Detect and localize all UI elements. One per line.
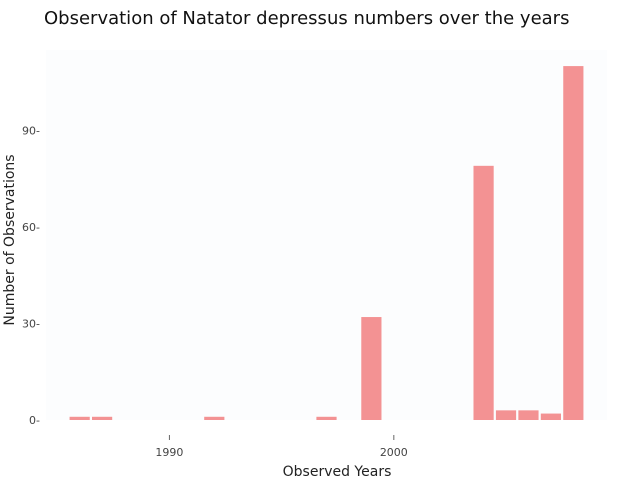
x-tick-label: 2000 xyxy=(380,446,408,459)
bar[interactable] xyxy=(204,416,225,420)
y-tick-label: 60- xyxy=(22,221,40,234)
bars-group xyxy=(69,66,584,420)
x-axis: 1990 2000 xyxy=(155,435,408,459)
plot-area xyxy=(46,50,607,420)
bar[interactable] xyxy=(495,410,517,420)
bar[interactable] xyxy=(69,416,90,420)
bar[interactable] xyxy=(563,66,584,420)
bar[interactable] xyxy=(540,413,561,420)
y-axis: 0- 30- 60- 90- xyxy=(22,124,40,427)
bar[interactable] xyxy=(361,317,382,420)
y-tick-label: 30- xyxy=(22,317,40,330)
y-tick-label: 0- xyxy=(29,414,40,427)
y-tick-label: 90- xyxy=(22,124,40,137)
bar[interactable] xyxy=(316,416,337,420)
x-axis-title: Observed Years xyxy=(283,464,392,480)
y-axis-title: Number of Observations xyxy=(2,154,18,325)
x-tick-label: 1990 xyxy=(155,446,183,459)
bar[interactable] xyxy=(473,165,494,420)
bar[interactable] xyxy=(518,410,539,420)
chart-title: Observation of Natator depressus numbers… xyxy=(44,8,569,29)
bar[interactable] xyxy=(92,416,113,420)
